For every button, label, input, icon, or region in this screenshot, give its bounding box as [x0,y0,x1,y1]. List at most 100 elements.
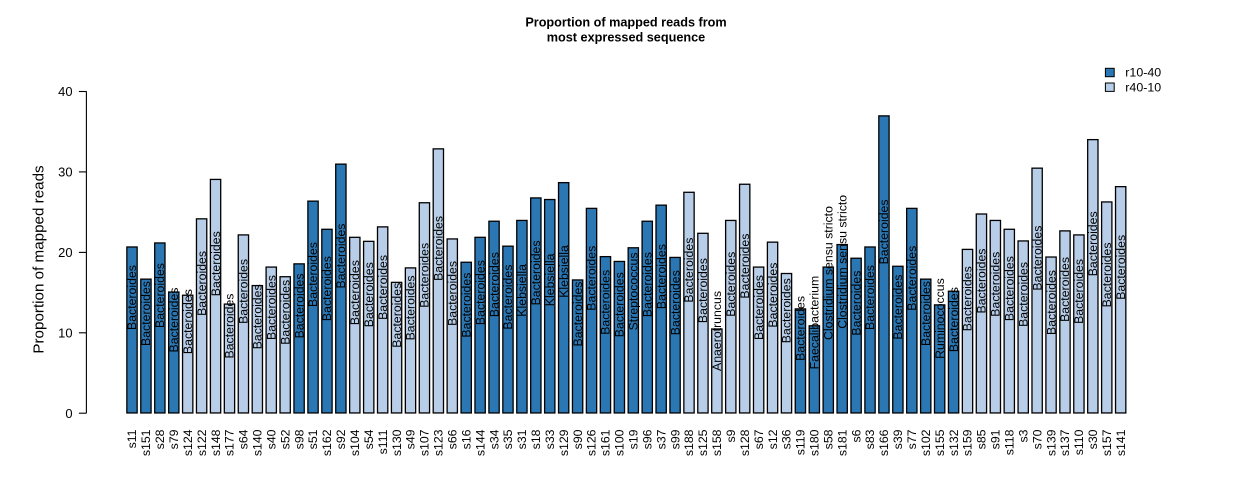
svg-text:Bacteroides: Bacteroides [362,262,376,327]
svg-text:Streptococcus: Streptococcus [627,252,641,330]
svg-text:s90: s90 [571,429,585,449]
svg-text:s99: s99 [668,429,682,449]
svg-text:Clostridium sensu stricto: Clostridium sensu stricto [835,195,849,329]
svg-text:0: 0 [65,406,72,421]
svg-text:s34: s34 [487,429,501,449]
svg-text:s119: s119 [794,429,808,455]
svg-text:Bacteroides: Bacteroides [167,288,181,353]
svg-text:Bacteroides: Bacteroides [348,260,362,325]
svg-text:s144: s144 [473,429,487,456]
svg-text:Bacteroides: Bacteroides [320,256,334,321]
svg-text:s137: s137 [1058,429,1072,456]
svg-text:Bacteroides: Bacteroides [1030,226,1044,291]
svg-text:r10-40: r10-40 [1125,66,1161,80]
svg-text:Bacteroides: Bacteroides [780,278,794,343]
svg-text:Bacteroides: Bacteroides [585,246,599,311]
svg-text:Bacteroides: Bacteroides [738,234,752,299]
svg-text:s157: s157 [1100,429,1114,456]
svg-text:s18: s18 [529,429,543,449]
svg-text:s180: s180 [808,429,822,456]
svg-text:Bacteroides: Bacteroides [459,273,473,338]
svg-text:Bacteroides: Bacteroides [640,252,654,317]
svg-text:Bacteroides: Bacteroides [292,273,306,338]
svg-text:Bacteroides: Bacteroides [794,296,808,361]
svg-text:s98: s98 [292,429,306,449]
svg-text:Bacteroides: Bacteroides [1114,235,1128,300]
svg-text:Bacteroides: Bacteroides [278,280,292,345]
svg-text:Bacteroides: Bacteroides [571,282,585,347]
svg-text:Bacteroides: Bacteroides [501,265,515,330]
svg-text:s151: s151 [139,429,153,456]
svg-text:Bacteroides: Bacteroides [264,275,278,340]
svg-text:Bacteroides: Bacteroides [947,287,961,352]
svg-text:s16: s16 [459,429,473,449]
svg-text:Bacteroides: Bacteroides [863,265,877,330]
svg-text:s161: s161 [599,429,613,456]
svg-text:s66: s66 [445,429,459,449]
svg-text:Bacteroides: Bacteroides [237,259,251,324]
svg-text:30: 30 [58,165,72,180]
svg-text:s181: s181 [835,429,849,456]
svg-text:Bacteroides: Bacteroides [181,289,195,354]
svg-text:s58: s58 [821,429,835,449]
svg-text:s35: s35 [501,429,515,449]
svg-text:s49: s49 [404,429,418,449]
svg-text:Bacteroides: Bacteroides [668,270,682,335]
svg-text:Proportion of mapped reads: Proportion of mapped reads [31,165,48,354]
svg-text:s40: s40 [264,429,278,449]
svg-text:s125: s125 [696,429,710,456]
svg-text:Bacteroides: Bacteroides [1044,270,1058,335]
svg-text:s139: s139 [1044,429,1058,456]
svg-text:Bacteroides: Bacteroides [961,266,975,331]
svg-text:Bacteroides: Bacteroides [989,252,1003,317]
svg-text:s162: s162 [320,429,334,456]
svg-text:Bacteroides: Bacteroides [1100,242,1114,307]
svg-text:s111: s111 [376,429,390,454]
svg-text:Bacteroides: Bacteroides [223,294,237,359]
svg-text:s37: s37 [654,429,668,449]
svg-text:Bacteroides: Bacteroides [1086,211,1100,276]
svg-text:Bacteroides: Bacteroides [877,199,891,264]
svg-text:Bacteroides: Bacteroides [418,243,432,308]
svg-text:s129: s129 [557,429,571,456]
svg-text:s11: s11 [125,429,139,448]
svg-text:s96: s96 [640,429,654,449]
svg-text:Bacteroides: Bacteroides [473,260,487,325]
svg-text:s128: s128 [738,429,752,456]
svg-text:Bacteroides: Bacteroides [404,275,418,340]
svg-text:Bacteroides: Bacteroides [125,265,139,330]
svg-text:s51: s51 [306,429,320,449]
svg-text:s118: s118 [1002,429,1016,455]
svg-text:s33: s33 [543,429,557,449]
svg-text:Bacteroides: Bacteroides [139,281,153,346]
svg-text:Bacteroides: Bacteroides [432,216,446,281]
svg-text:s124: s124 [181,429,195,456]
svg-text:r40-10: r40-10 [1125,80,1161,94]
svg-text:Proportion of mapped reads fro: Proportion of mapped reads from [525,16,726,30]
svg-text:s19: s19 [627,429,641,449]
svg-text:s107: s107 [418,429,432,456]
svg-text:s54: s54 [362,429,376,449]
svg-text:s104: s104 [348,429,362,456]
svg-text:s100: s100 [613,429,627,456]
svg-text:Bacteroides: Bacteroides [849,271,863,336]
svg-text:Bacteroides: Bacteroides [752,275,766,340]
svg-text:s83: s83 [863,429,877,449]
svg-text:Bacteroides: Bacteroides [696,258,710,323]
svg-text:s140: s140 [251,429,265,456]
svg-text:s31: s31 [515,429,529,449]
svg-text:s158: s158 [710,429,724,456]
svg-text:s85: s85 [975,429,989,449]
svg-text:Bacteroides: Bacteroides [529,240,543,305]
svg-text:Bacteroides: Bacteroides [975,249,989,314]
svg-text:s148: s148 [209,429,223,456]
svg-text:Bacteroides: Bacteroides [153,263,167,328]
svg-text:Bacteroides: Bacteroides [209,231,223,296]
svg-text:s64: s64 [237,429,251,449]
svg-text:s102: s102 [919,429,933,456]
svg-text:s52: s52 [278,429,292,449]
svg-text:s177: s177 [223,429,237,456]
svg-text:Bacteroides: Bacteroides [195,251,209,316]
svg-text:s9: s9 [724,429,738,442]
svg-text:Bacteroides: Bacteroides [487,252,501,317]
